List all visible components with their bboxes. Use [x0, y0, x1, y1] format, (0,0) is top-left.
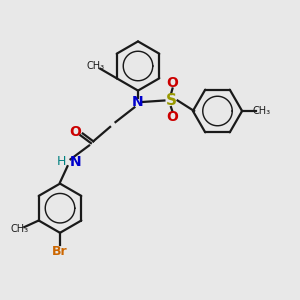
Text: CH₃: CH₃ — [10, 224, 28, 234]
Text: CH₃: CH₃ — [253, 106, 271, 116]
Text: O: O — [167, 76, 178, 90]
Text: Br: Br — [52, 245, 68, 258]
Text: H: H — [57, 155, 66, 168]
Text: S: S — [166, 93, 176, 108]
Text: N: N — [70, 155, 82, 169]
Text: CH₃: CH₃ — [86, 61, 104, 71]
Text: O: O — [69, 125, 81, 139]
Text: O: O — [167, 110, 178, 124]
Text: N: N — [132, 95, 144, 109]
